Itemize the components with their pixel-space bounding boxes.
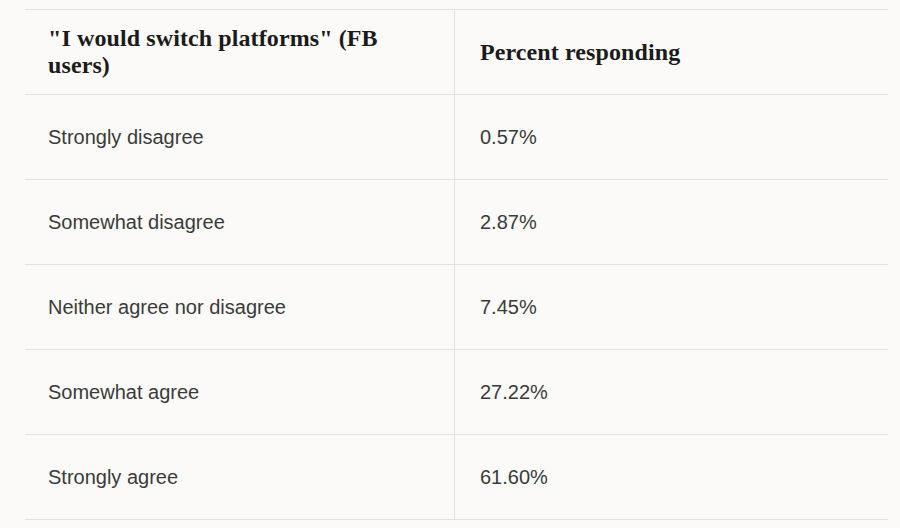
table-header-row: "I would switch platforms" (FB users) Pe… — [25, 10, 888, 95]
row-label: Somewhat disagree — [25, 180, 455, 264]
table-row: Somewhat disagree 2.87% — [25, 180, 888, 265]
table-row: Somewhat agree 27.22% — [25, 350, 888, 435]
table-row: Neither agree nor disagree 7.45% — [25, 265, 888, 350]
row-label: Somewhat agree — [25, 350, 455, 434]
row-label: Neither agree nor disagree — [25, 265, 455, 349]
row-label: Strongly agree — [25, 435, 455, 519]
survey-response-table: "I would switch platforms" (FB users) Pe… — [25, 9, 888, 520]
table-row: Strongly agree 61.60% — [25, 435, 888, 520]
header-cell-question: "I would switch platforms" (FB users) — [25, 10, 455, 94]
page: "I would switch platforms" (FB users) Pe… — [0, 0, 900, 528]
row-value: 27.22% — [455, 350, 888, 434]
row-value: 7.45% — [455, 265, 888, 349]
row-value: 61.60% — [455, 435, 888, 519]
row-label: Strongly disagree — [25, 95, 455, 179]
table-row: Strongly disagree 0.57% — [25, 95, 888, 180]
row-value: 2.87% — [455, 180, 888, 264]
header-cell-percent: Percent responding — [455, 10, 888, 94]
row-value: 0.57% — [455, 95, 888, 179]
